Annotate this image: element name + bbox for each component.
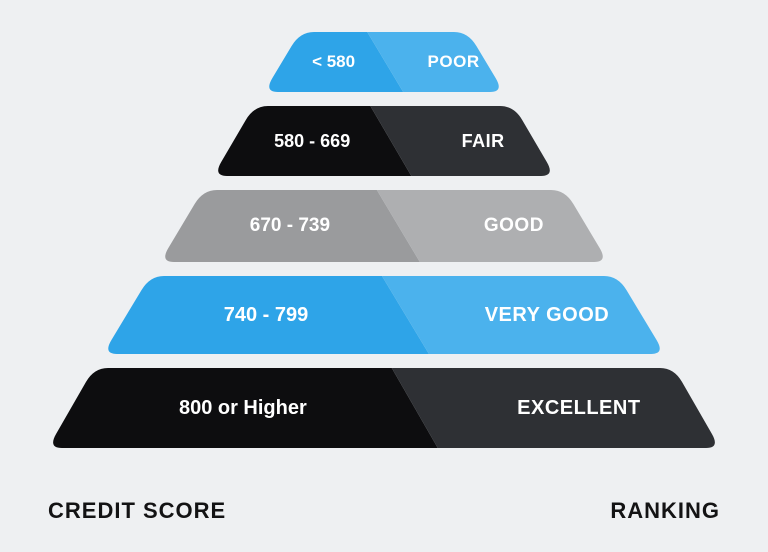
pyramid-tier-4: 800 or HigherEXCELLENT [48,368,720,448]
pyramid-tier-3: 740 - 799VERY GOOD [103,276,665,354]
tier-score: 800 or Higher [48,397,438,420]
tier-rank: POOR [403,52,504,72]
tier-rank: FAIR [411,131,555,152]
pyramid-tier-2: 670 - 739GOOD [160,190,608,262]
pyramid-tier-0: < 580POOR [264,32,504,92]
tier-score: 740 - 799 [103,304,429,327]
tier-rank: GOOD [420,215,608,237]
credit-score-pyramid: < 580POOR 580 - 669FAIR 670 - 739GOOD 740 -… [0,0,768,552]
pyramid-tier-1: 580 - 669FAIR [213,106,555,176]
tier-score: < 580 [264,52,403,72]
axis-label-score: CREDIT SCORE [48,498,226,524]
tier-rank: VERY GOOD [429,304,665,327]
tier-rank: EXCELLENT [438,397,720,420]
tier-score: 580 - 669 [213,131,411,152]
tier-score: 670 - 739 [160,215,420,237]
axis-label-ranking: RANKING [610,498,720,524]
